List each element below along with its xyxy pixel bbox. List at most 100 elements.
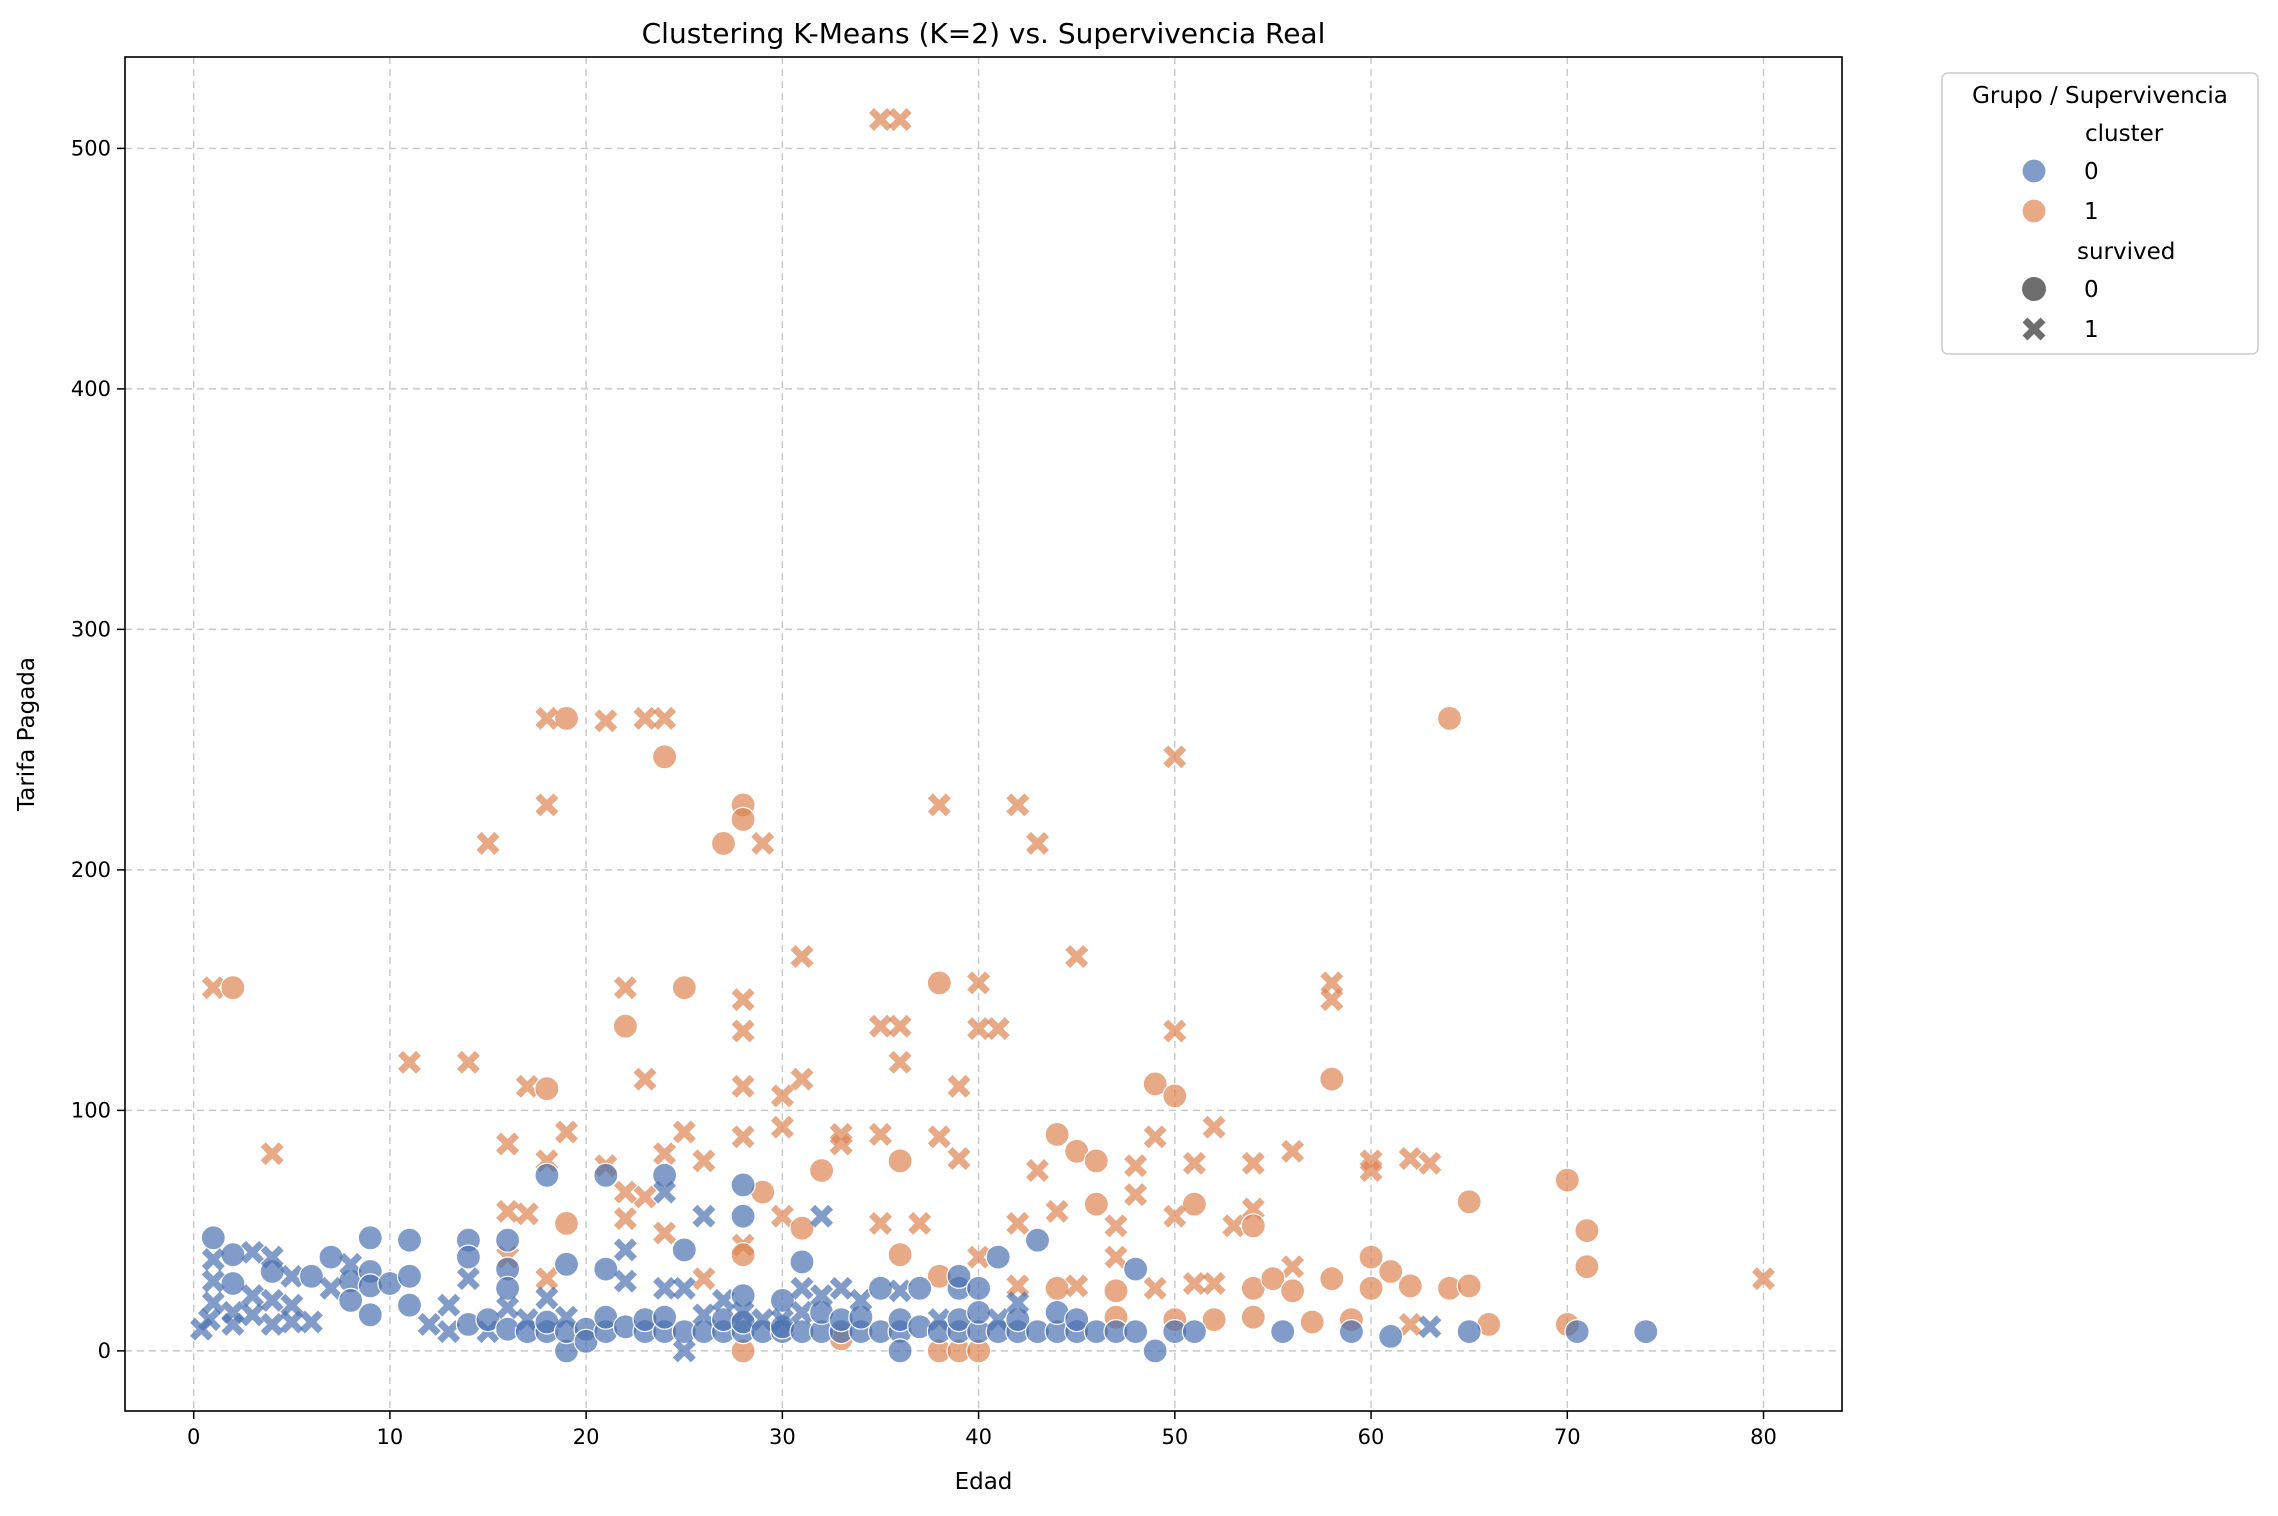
data-point-cluster-1-survived-0	[1083, 1191, 1109, 1217]
y-axis-title: Tarifa Pagada	[14, 657, 40, 812]
data-point-cluster-1-survived-1	[672, 1120, 696, 1144]
data-point-cluster-0-survived-0	[1181, 1318, 1208, 1345]
data-point-cluster-1-survived-1	[1241, 1151, 1265, 1175]
data-point-cluster-1-survived-1	[967, 971, 991, 995]
data-point-cluster-1-survived-1	[555, 1120, 578, 1144]
data-point-cluster-1-survived-0	[1456, 1189, 1482, 1215]
data-point-cluster-1-survived-0	[1554, 1167, 1580, 1193]
legend-label-cluster-0: 0	[2084, 159, 2099, 185]
data-point-cluster-1-survived-1	[1026, 831, 1049, 855]
data-point-cluster-0-survived-0	[789, 1249, 815, 1275]
data-point-cluster-1-survived-0	[1260, 1266, 1286, 1292]
data-point-cluster-0-survived-0	[769, 1287, 796, 1314]
data-point-cluster-0-survived-1	[496, 1296, 520, 1320]
data-point-cluster-1-survived-1	[692, 1149, 716, 1173]
data-point-cluster-0-survived-1	[437, 1320, 461, 1344]
data-point-cluster-0-survived-1	[731, 1300, 755, 1324]
data-point-cluster-1-survived-1	[1281, 1255, 1305, 1279]
data-point-cluster-1-survived-1	[770, 1084, 794, 1108]
data-point-cluster-1-survived-1	[692, 1267, 716, 1291]
data-point-cluster-1-survived-1	[1104, 1245, 1128, 1269]
data-point-cluster-0-survived-1	[790, 1276, 814, 1300]
data-point-cluster-1-survived-1	[633, 1067, 657, 1091]
data-point-cluster-0-survived-0	[1564, 1318, 1590, 1345]
data-point-cluster-0-survived-0	[1064, 1306, 1090, 1333]
data-point-cluster-1-survived-0	[1044, 1121, 1070, 1148]
data-point-cluster-1-survived-0	[1436, 705, 1463, 732]
data-point-cluster-1-survived-1	[1065, 1274, 1089, 1298]
plot-area-frame	[124, 56, 1843, 1412]
data-point-cluster-1-survived-1	[1320, 988, 1344, 1012]
y-tick-label: 500	[71, 136, 111, 160]
data-point-cluster-1-survived-1	[731, 1074, 755, 1098]
data-point-cluster-1-survived-1	[594, 709, 618, 733]
data-point-cluster-0-survived-0	[220, 1242, 246, 1268]
data-point-cluster-0-survived-0	[946, 1263, 972, 1289]
data-point-cluster-1-survived-1	[1104, 1214, 1128, 1238]
legend-style-title: survived	[2077, 239, 2175, 265]
data-point-cluster-1-survived-1	[260, 1142, 284, 1166]
y-tick-label: 200	[71, 858, 111, 882]
data-point-cluster-0-survived-0	[867, 1275, 894, 1301]
data-point-cluster-0-survived-1	[692, 1303, 716, 1327]
x-tick-label: 20	[573, 1425, 600, 1449]
data-point-cluster-0-survived-1	[201, 1248, 225, 1271]
data-point-cluster-1-survived-0	[1574, 1217, 1600, 1244]
data-point-cluster-1-survived-0	[808, 1157, 835, 1184]
data-point-cluster-1-survived-1	[770, 1204, 794, 1228]
data-point-cluster-0-survived-1	[849, 1288, 873, 1312]
data-point-cluster-1-survived-0	[730, 1242, 756, 1268]
data-point-cluster-0-survived-1	[927, 1308, 951, 1332]
data-point-cluster-0-survived-1	[260, 1288, 284, 1312]
x-tick-label: 60	[1358, 1425, 1385, 1449]
data-point-cluster-0-survived-1	[692, 1204, 716, 1228]
data-point-cluster-1-survived-1	[1026, 1159, 1049, 1182]
data-point-cluster-1-survived-1	[613, 1180, 637, 1204]
data-point-cluster-0-survived-0	[965, 1299, 992, 1326]
data-point-cluster-0-survived-1	[456, 1267, 480, 1291]
data-point-cluster-1-survived-1	[653, 1221, 677, 1245]
data-point-cluster-1-survived-1	[515, 1202, 539, 1226]
data-point-cluster-1-survived-1	[770, 1115, 794, 1139]
data-point-cluster-1-survived-1	[731, 1019, 755, 1043]
legend-marker-cluster-0	[2021, 158, 2047, 184]
data-point-cluster-0-survived-0	[396, 1263, 423, 1289]
data-point-cluster-0-survived-0	[1456, 1318, 1482, 1345]
data-point-cluster-1-survived-1	[967, 1245, 991, 1269]
data-point-cluster-1-survived-0	[1083, 1148, 1109, 1174]
data-point-cluster-0-survived-1	[201, 1291, 225, 1315]
data-point-cluster-1-survived-1	[888, 1050, 912, 1074]
data-point-cluster-1-survived-0	[1574, 1254, 1600, 1280]
data-point-cluster-1-survived-0	[1240, 1304, 1266, 1330]
data-point-cluster-1-survived-1	[1182, 1151, 1206, 1175]
data-point-cluster-1-survived-0	[1103, 1278, 1129, 1304]
data-point-cluster-1-survived-0	[553, 705, 580, 732]
data-point-cluster-1-survived-0	[671, 975, 697, 1001]
data-point-cluster-1-survived-1	[613, 976, 637, 1000]
data-point-cluster-0-survived-0	[1270, 1318, 1296, 1345]
data-point-cluster-1-survived-1	[653, 706, 677, 730]
data-point-cluster-0-survived-1	[241, 1240, 264, 1264]
grid	[125, 57, 1842, 1411]
data-point-cluster-0-survived-1	[437, 1293, 461, 1317]
data-point-cluster-1-survived-1	[456, 1050, 480, 1074]
data-point-cluster-1-survived-1	[869, 1014, 892, 1038]
data-point-cluster-1-survived-1	[1398, 1147, 1422, 1170]
data-point-cluster-1-survived-0	[1299, 1309, 1325, 1335]
data-point-cluster-1-survived-1	[947, 1074, 971, 1098]
data-point-cluster-1-survived-1	[496, 1132, 520, 1156]
data-point-cluster-0-survived-0	[730, 1203, 756, 1229]
data-point-cluster-0-survived-1	[810, 1284, 834, 1308]
data-point-cluster-1-survived-1	[927, 1125, 951, 1149]
data-point-cluster-1-survived-1	[1752, 1267, 1775, 1291]
data-point-cluster-1-survived-1	[888, 108, 912, 131]
data-point-cluster-1-survived-0	[534, 1076, 560, 1102]
legend-label-cluster-1: 1	[2084, 199, 2099, 225]
data-point-cluster-0-survived-1	[241, 1303, 264, 1327]
data-point-cluster-0-survived-0	[1122, 1318, 1149, 1345]
data-point-cluster-1-survived-1	[1418, 1151, 1442, 1175]
data-point-cluster-0-survived-0	[730, 1172, 756, 1198]
data-point-cluster-0-survived-1	[299, 1310, 323, 1334]
data-point-cluster-1-survived-0	[1378, 1258, 1404, 1285]
